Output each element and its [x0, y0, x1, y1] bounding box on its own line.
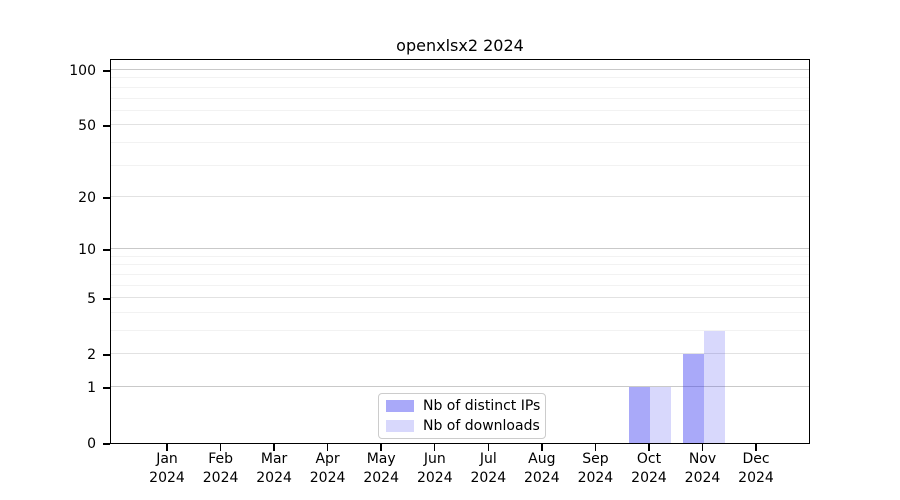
gridline-minor [111, 77, 809, 79]
x-tick [701, 444, 704, 451]
bar-downloads [650, 387, 671, 443]
gridline-minor [111, 311, 809, 313]
y-tick-label: 10 [78, 242, 96, 259]
legend-swatch-downloads [386, 420, 414, 432]
x-tick-label: Nov 2024 [684, 451, 721, 486]
gridline-major [111, 195, 809, 197]
x-tick-label: Jul 2024 [470, 451, 507, 486]
y-tick [103, 249, 110, 251]
gridline-major [111, 297, 809, 299]
gridline-minor [111, 330, 809, 331]
gridline-minor [111, 141, 809, 143]
gridline-minor [111, 284, 809, 286]
bar-distinct-ips [629, 387, 650, 443]
gridline-major [111, 386, 809, 387]
legend-item-downloads: Nb of downloads [386, 418, 545, 435]
y-tick-label: 5 [87, 291, 96, 308]
gridline-minor [111, 86, 809, 88]
y-tick-label: 20 [78, 189, 96, 206]
x-tick-label: Sep 2024 [577, 451, 614, 486]
y-tick [103, 197, 110, 199]
plot-area [110, 59, 810, 444]
x-tick [166, 444, 168, 451]
gridline-major [111, 248, 809, 250]
y-tick-label: 0 [87, 436, 96, 452]
x-tick [273, 444, 275, 451]
legend-label-distinct-ips: Nb of distinct IPs [423, 398, 541, 414]
x-tick [541, 444, 543, 451]
x-tick [755, 444, 757, 451]
x-tick-label: Jun 2024 [416, 451, 453, 486]
bar-distinct-ips [682, 354, 704, 443]
gridline-major [111, 69, 809, 70]
y-tick [103, 443, 110, 445]
x-tick [326, 444, 329, 451]
x-tick [648, 444, 650, 451]
y-tick [103, 125, 110, 127]
legend: Nb of distinct IPs Nb of downloads [378, 393, 546, 439]
legend-label-downloads: Nb of downloads [423, 418, 540, 434]
gridline-major [111, 353, 809, 355]
gridline-major [111, 124, 809, 126]
y-tick [103, 298, 110, 300]
x-tick [594, 444, 597, 451]
y-tick [103, 387, 110, 389]
x-tick-label: Dec 2024 [738, 451, 774, 486]
bar-downloads [703, 331, 725, 443]
x-tick-label: Jan 2024 [149, 451, 185, 486]
gridline-minor [111, 164, 809, 166]
y-tick-label: 50 [78, 118, 96, 135]
legend-item-distinct-ips: Nb of distinct IPs [386, 398, 545, 415]
x-tick [487, 444, 490, 451]
gridline-minor [111, 255, 809, 257]
x-tick [433, 444, 436, 451]
legend-swatch-distinct-ips [386, 400, 414, 412]
y-tick [103, 354, 110, 356]
x-tick-label: Aug 2024 [523, 451, 560, 486]
y-tick-label: 100 [69, 63, 96, 79]
y-tick-label: 1 [87, 380, 96, 396]
x-tick [380, 444, 382, 451]
x-tick [219, 444, 222, 451]
x-tick-label: Feb 2024 [202, 451, 239, 486]
x-tick-label: Oct 2024 [631, 451, 667, 486]
gridline-minor [111, 264, 809, 266]
x-tick-label: Mar 2024 [256, 451, 292, 486]
x-tick-label: May 2024 [363, 451, 399, 486]
y-tick [103, 70, 110, 72]
chart-title: openxlsx2 2024 [396, 36, 524, 55]
x-tick-label: Apr 2024 [309, 451, 346, 486]
gridline-minor [111, 97, 809, 99]
gridline-minor [111, 109, 809, 111]
gridline-minor [111, 273, 809, 275]
y-tick-label: 2 [87, 347, 96, 364]
